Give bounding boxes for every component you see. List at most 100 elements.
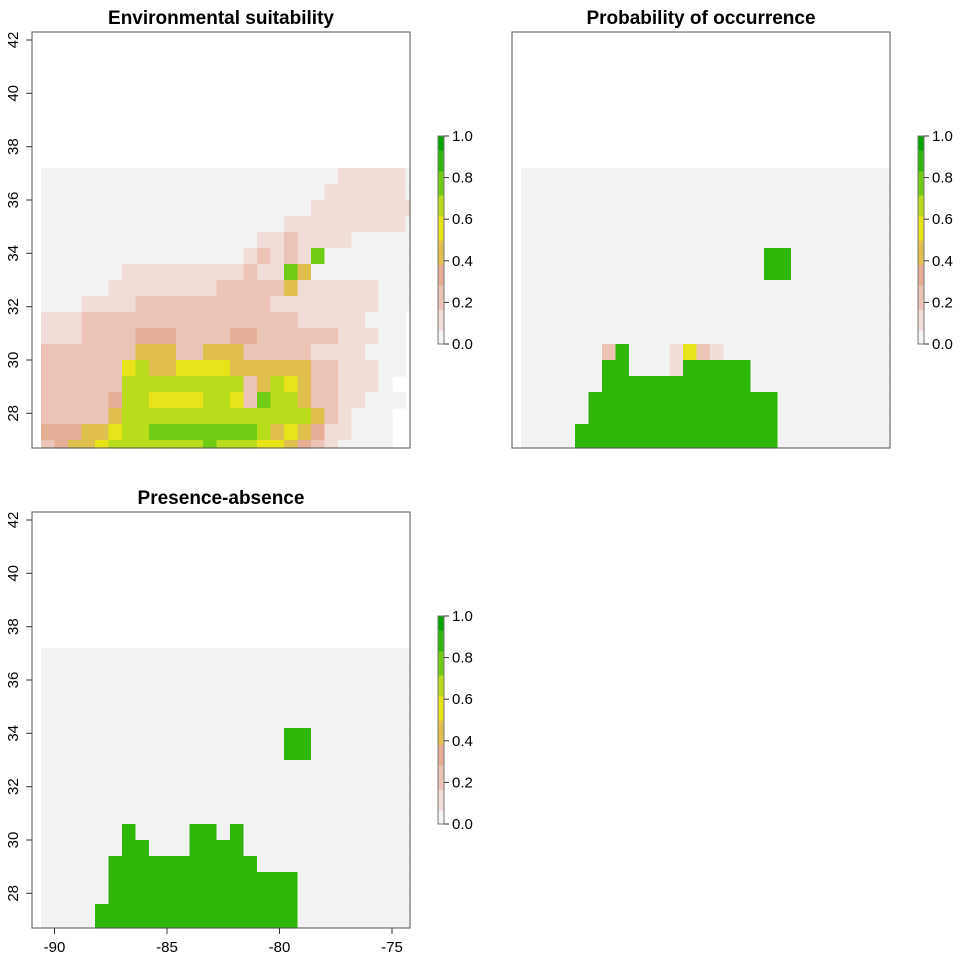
raster-cell bbox=[791, 168, 806, 185]
raster-cell bbox=[750, 328, 765, 345]
raster-cell bbox=[392, 200, 407, 217]
raster-cell bbox=[81, 904, 96, 921]
raster-cell bbox=[338, 776, 353, 793]
raster-cell bbox=[378, 664, 393, 681]
raster-cell bbox=[791, 248, 806, 265]
raster-cell bbox=[791, 312, 806, 329]
raster-cell bbox=[216, 312, 231, 329]
raster-cell bbox=[230, 744, 245, 761]
raster-cell bbox=[230, 888, 245, 905]
raster-cell bbox=[54, 216, 69, 233]
raster-cell bbox=[723, 312, 738, 329]
raster-cell bbox=[108, 344, 123, 361]
raster-cell bbox=[297, 824, 312, 841]
raster-cell bbox=[365, 392, 380, 409]
raster-cell bbox=[81, 376, 96, 393]
raster-cell bbox=[270, 184, 285, 201]
raster-cell bbox=[257, 232, 272, 249]
raster-cell bbox=[656, 376, 671, 393]
raster-cell bbox=[588, 312, 603, 329]
raster-cell bbox=[230, 920, 245, 929]
raster-cell bbox=[642, 344, 657, 361]
raster-cell bbox=[629, 200, 644, 217]
raster-cell bbox=[588, 392, 603, 409]
raster-cell bbox=[561, 232, 576, 249]
raster-cell bbox=[68, 280, 83, 297]
raster-cell bbox=[378, 792, 393, 809]
raster-cell bbox=[750, 392, 765, 409]
raster-cell bbox=[338, 856, 353, 873]
raster-cell bbox=[405, 856, 411, 873]
raster-cell bbox=[297, 664, 312, 681]
raster-cell bbox=[351, 344, 366, 361]
raster-cell bbox=[162, 728, 177, 745]
raster-cell bbox=[602, 248, 617, 265]
raster-cell bbox=[365, 920, 380, 929]
raster-cell bbox=[122, 776, 137, 793]
raster-cell bbox=[149, 184, 164, 201]
raster-cell bbox=[378, 904, 393, 921]
raster-cell bbox=[41, 328, 56, 345]
raster-cell bbox=[818, 200, 833, 217]
raster-cell bbox=[561, 168, 576, 185]
legend-color-step bbox=[438, 629, 444, 634]
raster-cell bbox=[68, 264, 83, 281]
raster-cell bbox=[710, 344, 725, 361]
raster-cell bbox=[683, 344, 698, 361]
raster-cell bbox=[791, 440, 806, 449]
raster-cell bbox=[311, 776, 326, 793]
raster-cell bbox=[95, 680, 110, 697]
raster-cell bbox=[284, 824, 299, 841]
raster-cell bbox=[378, 808, 393, 825]
raster-cell bbox=[95, 776, 110, 793]
raster-cell bbox=[203, 664, 218, 681]
raster-cell bbox=[162, 280, 177, 297]
legend-color-step bbox=[918, 146, 924, 151]
legend-color-step bbox=[438, 222, 444, 227]
raster-cell bbox=[378, 744, 393, 761]
y-tick-label: 34 bbox=[5, 245, 22, 262]
legend-color-step bbox=[918, 142, 924, 147]
raster-cell bbox=[351, 392, 366, 409]
plot-frame bbox=[511, 31, 891, 449]
raster-cell bbox=[149, 808, 164, 825]
legend-color-step bbox=[438, 765, 444, 770]
raster-cell bbox=[615, 344, 630, 361]
raster-cell bbox=[669, 248, 684, 265]
legend-color-step bbox=[918, 257, 924, 262]
raster-cell bbox=[95, 888, 110, 905]
raster-cell bbox=[629, 248, 644, 265]
raster-cell bbox=[54, 856, 69, 873]
raster-cell bbox=[68, 888, 83, 905]
raster-cell bbox=[885, 376, 891, 393]
raster-cell bbox=[804, 376, 819, 393]
raster-cell bbox=[378, 264, 393, 281]
raster-cell bbox=[149, 200, 164, 217]
raster-cell bbox=[54, 664, 69, 681]
raster-cell bbox=[176, 312, 191, 329]
raster-cell bbox=[297, 312, 312, 329]
raster-cell bbox=[149, 168, 164, 185]
raster-cell bbox=[548, 328, 563, 345]
raster-cell bbox=[885, 408, 891, 425]
raster-cell bbox=[723, 216, 738, 233]
raster-cell bbox=[750, 360, 765, 377]
raster-cell bbox=[189, 696, 204, 713]
raster-cell bbox=[764, 200, 779, 217]
raster-cell bbox=[203, 200, 218, 217]
raster-cell bbox=[41, 728, 56, 745]
raster-cell bbox=[818, 360, 833, 377]
raster-cell bbox=[149, 888, 164, 905]
raster-cell bbox=[602, 408, 617, 425]
raster-cell bbox=[270, 888, 285, 905]
raster-cell bbox=[561, 360, 576, 377]
raster-cell bbox=[710, 200, 725, 217]
raster-cell bbox=[176, 168, 191, 185]
raster-cell bbox=[683, 392, 698, 409]
raster-cell bbox=[351, 744, 366, 761]
raster-cell bbox=[405, 680, 411, 697]
raster-cell bbox=[284, 424, 299, 441]
raster-cell bbox=[284, 408, 299, 425]
raster-cell bbox=[230, 776, 245, 793]
